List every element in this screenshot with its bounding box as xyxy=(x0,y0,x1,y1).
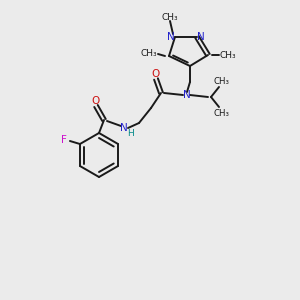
Text: CH₃: CH₃ xyxy=(141,50,157,58)
Text: N: N xyxy=(183,90,191,100)
Text: N: N xyxy=(167,32,175,42)
Text: H: H xyxy=(128,130,134,139)
Text: O: O xyxy=(152,69,160,79)
Text: F: F xyxy=(61,135,67,145)
Text: N: N xyxy=(120,123,128,133)
Text: CH₃: CH₃ xyxy=(213,76,229,85)
Text: N: N xyxy=(197,32,205,42)
Text: CH₃: CH₃ xyxy=(220,50,236,59)
Text: CH₃: CH₃ xyxy=(213,109,229,118)
Text: O: O xyxy=(91,96,99,106)
Text: CH₃: CH₃ xyxy=(162,13,178,22)
